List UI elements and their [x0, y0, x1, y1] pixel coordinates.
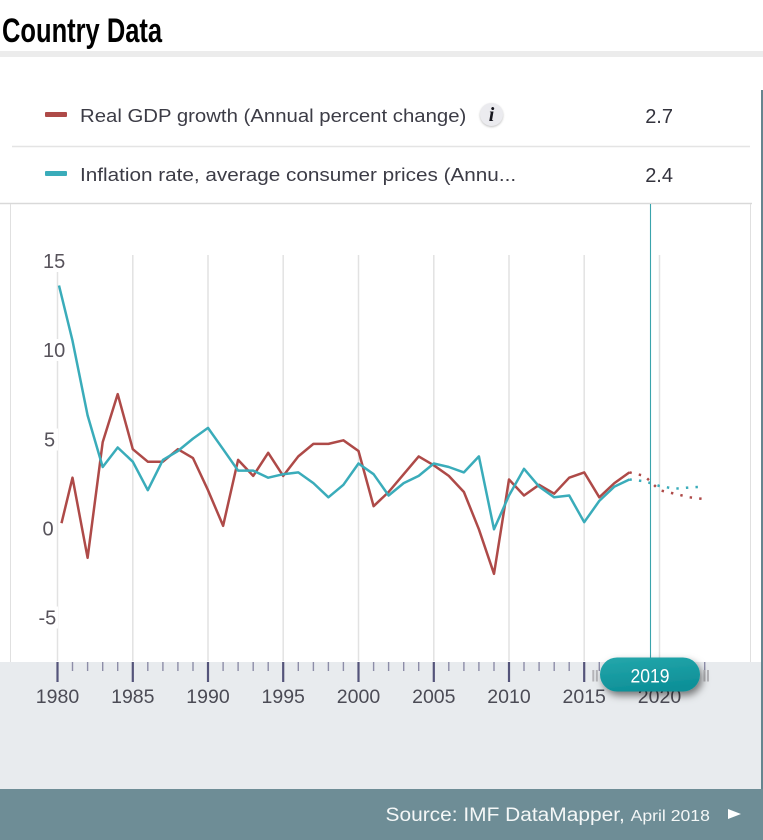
svg-text:1990: 1990 [186, 686, 230, 708]
svg-text:10: 10 [43, 340, 65, 362]
svg-text:2019: 2019 [631, 666, 670, 688]
svg-text:1985: 1985 [111, 686, 155, 708]
svg-text:1995: 1995 [262, 686, 306, 708]
svg-text:0: 0 [43, 519, 54, 541]
svg-text:2005: 2005 [412, 686, 456, 708]
svg-text:2010: 2010 [487, 686, 531, 708]
svg-text:5: 5 [44, 430, 55, 452]
svg-text:-5: -5 [39, 608, 57, 630]
svg-text:15: 15 [43, 251, 65, 273]
svg-text:1980: 1980 [36, 686, 80, 708]
svg-text:2000: 2000 [337, 686, 381, 708]
svg-text:2015: 2015 [563, 686, 607, 708]
